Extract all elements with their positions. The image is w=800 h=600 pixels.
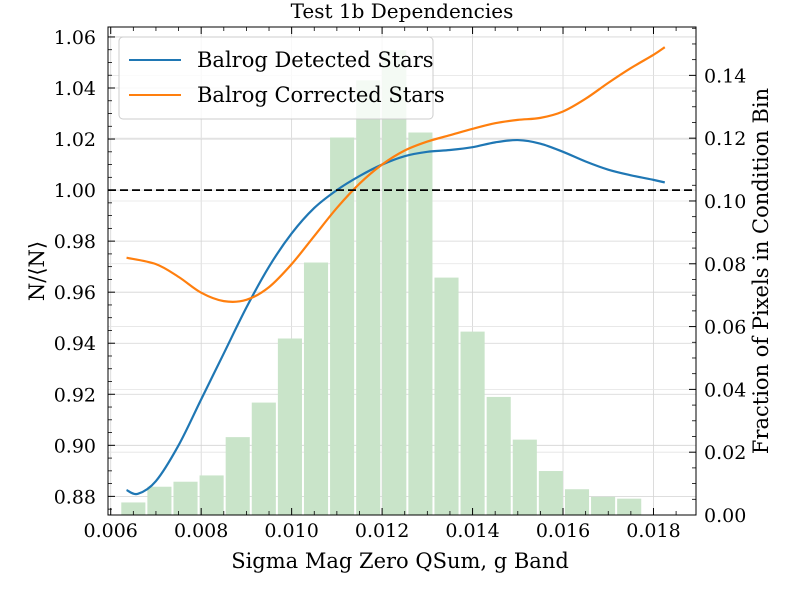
y-left-tick-label: 0.92 <box>54 384 96 406</box>
histogram-bar <box>303 262 329 515</box>
series-line-corrected <box>126 46 666 303</box>
legend-label-detected: Balrog Detected Stars <box>197 48 434 72</box>
legend-box <box>118 36 434 120</box>
x-axis: 0.006 0.008 0.010 0.012 0.014 0.016 0.018 <box>84 27 681 542</box>
x-tick-label: 0.010 <box>264 520 318 542</box>
legend-label-corrected: Balrog Corrected Stars <box>197 83 445 107</box>
y-left-tick-label: 0.90 <box>54 435 96 457</box>
y-left-tick-label: 1.04 <box>54 78 96 100</box>
histogram-bar <box>382 50 407 515</box>
y-right-tick-label: 0.02 <box>704 442 746 464</box>
y-left-tick-label: 0.88 <box>54 486 96 508</box>
y-left-tick-label: 1.06 <box>54 27 96 49</box>
histogram-bar <box>538 471 563 515</box>
y-right-tick-label: 0.06 <box>704 317 746 339</box>
x-tick-label: 0.006 <box>84 520 138 542</box>
series-line-detected <box>126 138 666 496</box>
legend: Balrog Detected Stars Balrog Corrected S… <box>118 36 445 120</box>
data-lines <box>126 46 666 496</box>
histogram-bar <box>277 338 302 515</box>
y-axis-right: 0.00 0.02 0.04 0.06 0.08 0.10 0.12 0.14 <box>689 27 746 527</box>
y-left-tick-label: 0.98 <box>54 231 96 253</box>
histogram-bar <box>486 396 511 515</box>
histogram-bar <box>251 402 276 515</box>
y-right-tick-label: 0.14 <box>704 65 746 87</box>
y-axis-left-label: N/⟨N⟩ <box>25 241 49 301</box>
y-axis-right-label: Fraction of Pixels in Condition Bin <box>749 88 773 454</box>
y-right-tick-label: 0.00 <box>704 505 746 527</box>
y-left-tick-label: 0.94 <box>54 333 96 355</box>
x-axis-label: Sigma Mag Zero QSum, g Band <box>231 549 569 573</box>
histogram-bar <box>356 80 381 515</box>
histogram-bar <box>147 486 172 515</box>
histogram-bar <box>460 331 485 515</box>
histogram-bar <box>617 498 642 515</box>
y-right-tick-label: 0.04 <box>704 379 746 401</box>
x-tick-label: 0.014 <box>445 520 499 542</box>
histogram-bar <box>121 502 146 515</box>
y-left-tick-label: 0.96 <box>54 282 96 304</box>
histogram-bar <box>408 132 433 515</box>
y-right-tick-label: 0.10 <box>704 191 746 213</box>
histogram-bar <box>199 475 224 515</box>
histogram-bar <box>564 489 590 515</box>
histogram-bar <box>434 277 459 515</box>
x-tick-label: 0.016 <box>536 520 590 542</box>
plot-frame <box>107 26 697 516</box>
y-right-tick-label: 0.08 <box>704 254 746 276</box>
x-tick-label: 0.008 <box>174 520 228 542</box>
y-right-tick-label: 0.12 <box>704 128 746 150</box>
x-tick-label: 0.012 <box>355 520 409 542</box>
x-tick-label: 0.018 <box>626 520 680 542</box>
y-left-tick-label: 1.00 <box>54 180 96 202</box>
histogram-bars <box>121 50 642 515</box>
histogram-bar <box>225 437 250 515</box>
histogram-bar <box>512 439 537 515</box>
y-axis-left: 0.88 0.90 0.92 0.94 0.96 0.98 1.00 1.02 1.04 1.06 <box>54 27 115 510</box>
chart-title: Test 1b Dependencies <box>291 0 514 23</box>
histogram-bar <box>173 481 198 515</box>
y-left-tick-label: 1.02 <box>54 129 96 151</box>
histogram-bar <box>591 496 616 515</box>
